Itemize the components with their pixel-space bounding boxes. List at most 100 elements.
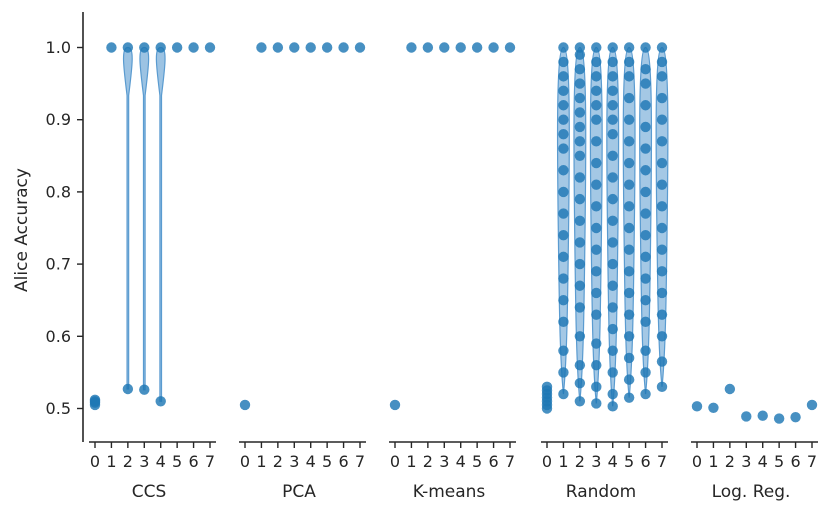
x-tick-label: 1 xyxy=(106,452,116,471)
data-point xyxy=(623,157,635,169)
x-tick-label: 3 xyxy=(741,452,751,471)
data-point xyxy=(591,85,602,97)
x-tick-label: 5 xyxy=(322,452,332,471)
data-point xyxy=(623,179,635,190)
data-point xyxy=(757,410,768,421)
data-point xyxy=(574,331,586,342)
data-point xyxy=(591,381,602,393)
data-point xyxy=(640,143,651,154)
data-point xyxy=(640,100,651,111)
data-point xyxy=(607,367,618,378)
data-point xyxy=(623,331,635,342)
data-point xyxy=(623,392,635,403)
x-tick-label: 6 xyxy=(338,452,348,471)
data-point xyxy=(591,309,602,320)
data-point xyxy=(640,251,651,263)
y-tick-label: 0.8 xyxy=(46,182,71,201)
data-point xyxy=(656,56,668,68)
data-point xyxy=(623,222,635,234)
data-point xyxy=(591,266,602,277)
data-point xyxy=(558,230,569,241)
x-tick-label: 5 xyxy=(774,452,784,471)
data-point xyxy=(574,280,586,291)
data-point xyxy=(640,42,651,53)
x-tick-label: 1 xyxy=(406,452,416,471)
data-point xyxy=(439,42,450,53)
data-point xyxy=(106,42,117,53)
data-point xyxy=(607,71,618,82)
data-point xyxy=(558,186,569,198)
data-point xyxy=(741,411,752,422)
panel-k-means: 0 1 2 3 4 5 6 7 K-means xyxy=(389,42,516,502)
x-tick-label: 7 xyxy=(807,452,817,471)
data-point xyxy=(591,359,602,371)
data-point xyxy=(607,114,618,125)
x-tick-label: 2 xyxy=(273,452,283,471)
data-point xyxy=(591,179,602,190)
data-point xyxy=(607,193,618,205)
data-point xyxy=(171,42,183,53)
x-tick-label: 7 xyxy=(505,452,515,471)
data-point xyxy=(558,128,569,140)
data-point xyxy=(656,244,668,255)
x-tick-label: 6 xyxy=(790,452,800,471)
data-point xyxy=(607,323,618,335)
data-point xyxy=(574,49,586,60)
data-point xyxy=(558,316,569,328)
data-point xyxy=(623,42,635,53)
y-tick-label: 0.9 xyxy=(46,110,71,129)
data-point xyxy=(640,367,651,378)
panel-label: PCA xyxy=(282,482,316,502)
data-point xyxy=(574,63,586,75)
data-point xyxy=(656,42,668,53)
data-point xyxy=(574,237,586,248)
data-point xyxy=(640,273,651,284)
data-point xyxy=(607,100,618,111)
data-point xyxy=(558,165,569,176)
x-tick-label: 4 xyxy=(156,452,166,471)
violin xyxy=(556,46,570,395)
data-point xyxy=(122,383,134,395)
panel-random: 0 1 2 3 4 5 6 7 Random xyxy=(541,42,669,502)
data-point xyxy=(122,42,134,53)
data-point xyxy=(623,244,635,255)
x-tick-label: 6 xyxy=(188,452,198,471)
data-point xyxy=(640,316,651,328)
x-tick-label: 5 xyxy=(472,452,482,471)
data-point xyxy=(623,352,635,364)
data-point xyxy=(656,309,668,320)
data-point xyxy=(305,42,316,53)
data-point xyxy=(607,345,618,356)
data-point xyxy=(623,56,635,68)
data-point xyxy=(591,287,602,299)
data-point xyxy=(607,237,618,248)
data-point xyxy=(640,63,651,75)
data-point xyxy=(204,42,216,53)
x-tick-label: 0 xyxy=(390,452,400,471)
data-point xyxy=(354,42,366,53)
data-point xyxy=(656,92,668,104)
data-point xyxy=(591,100,602,111)
data-point xyxy=(607,150,618,161)
data-point xyxy=(591,244,602,255)
data-point xyxy=(574,172,586,183)
data-point xyxy=(656,287,668,299)
data-point xyxy=(504,42,516,53)
data-point xyxy=(558,42,569,53)
data-point xyxy=(640,186,651,198)
data-point xyxy=(422,42,434,53)
data-point xyxy=(656,356,668,367)
data-point xyxy=(591,136,602,147)
x-tick-label: 4 xyxy=(456,452,466,471)
x-tick-label: 3 xyxy=(139,452,149,471)
data-point xyxy=(139,42,150,53)
data-point xyxy=(574,215,586,226)
x-tick-label: 7 xyxy=(657,452,667,471)
data-point xyxy=(591,71,602,82)
violin xyxy=(139,46,150,391)
data-point xyxy=(790,411,801,423)
panel-log-reg: 0 1 2 3 4 5 6 7 Log. Reg. xyxy=(691,383,818,502)
y-axis-label: Alice Accuracy xyxy=(12,168,32,292)
violin xyxy=(155,46,166,402)
